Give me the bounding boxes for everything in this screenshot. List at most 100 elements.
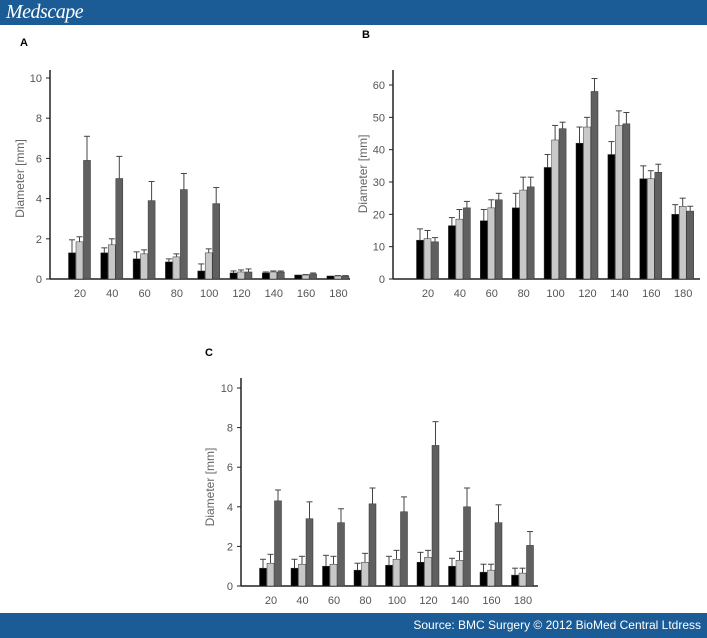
- bar: [575, 142, 584, 280]
- x-tick-label: 20: [265, 595, 277, 607]
- bar: [480, 220, 488, 280]
- y-axis-label: Diameter [mm]: [13, 139, 27, 218]
- bar: [487, 207, 496, 280]
- y-tick-label: 6: [227, 462, 233, 474]
- bar: [277, 271, 285, 280]
- bar: [108, 244, 116, 280]
- bar: [322, 565, 330, 587]
- bar: [526, 186, 535, 280]
- bar: [326, 275, 335, 280]
- bar: [639, 178, 648, 280]
- bar: [368, 503, 377, 587]
- chart-panel-a: A 0 2 4 6 8 10 Diameter [mm] 20 40 60 80 100 120 140 16…: [13, 37, 350, 300]
- bar: [329, 563, 338, 587]
- header-bar: Medscape: [0, 0, 707, 25]
- bar: [237, 271, 245, 280]
- x-tick-label: 120: [232, 288, 250, 300]
- bar: [495, 199, 503, 280]
- bar: [455, 560, 464, 587]
- bar: [463, 506, 471, 587]
- chart-panel-c: C 0 2 4 6 8 10 Diameter [mm] 20 40 60 80 100 120 140 16…: [203, 347, 538, 607]
- y-tick-label: 0: [227, 581, 233, 593]
- y-tick-label: 40: [373, 145, 385, 157]
- y-tick-label: 2: [36, 234, 42, 246]
- y-tick-label: 0: [379, 274, 385, 286]
- panel-label: B: [362, 29, 370, 41]
- x-tick-label: 60: [486, 288, 498, 300]
- bar: [165, 261, 173, 280]
- x-tick-label: 180: [674, 288, 692, 300]
- bar: [543, 167, 552, 280]
- y-tick-label: 50: [373, 112, 385, 124]
- bar: [487, 569, 495, 587]
- x-tick-label: 140: [451, 595, 469, 607]
- bar: [259, 567, 267, 587]
- bar: [551, 139, 559, 280]
- x-tick-label: 100: [546, 288, 564, 300]
- bar: [416, 561, 425, 587]
- y-tick-label: 60: [373, 80, 385, 92]
- bar: [140, 253, 148, 280]
- bar: [68, 252, 76, 280]
- bar: [455, 218, 464, 280]
- bar: [607, 154, 616, 280]
- x-tick-label: 180: [514, 595, 532, 607]
- bar: [353, 569, 362, 587]
- bar: [229, 272, 238, 280]
- bar: [526, 545, 534, 587]
- y-tick-label: 4: [227, 502, 233, 514]
- bar: [337, 522, 345, 587]
- bar: [180, 189, 188, 280]
- bar: [583, 126, 591, 280]
- x-tick-label: 80: [359, 595, 371, 607]
- bar: [558, 128, 567, 280]
- bar: [431, 445, 440, 587]
- medscape-logo[interactable]: Medscape: [6, 1, 84, 23]
- y-tick-label: 30: [373, 177, 385, 189]
- x-tick-label: 20: [422, 288, 434, 300]
- y-tick-label: 10: [373, 242, 385, 254]
- bar: [416, 239, 424, 280]
- x-tick-label: 40: [296, 595, 308, 607]
- bar: [262, 272, 270, 280]
- y-tick-label: 8: [36, 113, 42, 125]
- y-axis-label: Diameter [mm]: [203, 448, 217, 527]
- x-tick-label: 100: [388, 595, 406, 607]
- x-tick-label: 140: [610, 288, 628, 300]
- bar: [448, 565, 456, 587]
- bar: [424, 557, 432, 587]
- bar: [518, 572, 527, 587]
- bar: [647, 178, 655, 280]
- bar: [132, 258, 141, 280]
- x-tick-label: 160: [297, 288, 315, 300]
- bar: [590, 91, 599, 280]
- y-tick-label: 2: [227, 541, 233, 553]
- bar: [671, 214, 679, 280]
- bar: [115, 178, 124, 280]
- x-tick-label: 60: [138, 288, 150, 300]
- bar: [622, 123, 631, 280]
- y-tick-label: 10: [221, 383, 233, 395]
- panel-label: C: [205, 347, 213, 359]
- bar: [686, 210, 694, 280]
- bar: [274, 500, 282, 587]
- x-tick-label: 80: [171, 288, 183, 300]
- bar: [75, 241, 84, 280]
- y-tick-label: 10: [30, 73, 42, 85]
- bar: [305, 518, 314, 587]
- bar: [290, 567, 299, 587]
- x-tick-label: 40: [454, 288, 466, 300]
- bar: [678, 206, 687, 280]
- bar: [361, 561, 369, 587]
- bar: [294, 274, 302, 280]
- bar: [519, 189, 527, 280]
- bar: [298, 563, 306, 587]
- bar: [83, 160, 91, 280]
- bar: [423, 238, 432, 280]
- x-tick-label: 120: [419, 595, 437, 607]
- source-credit: Source: BMC Surgery © 2012 BioMed Centra…: [413, 618, 701, 632]
- x-tick-label: 180: [329, 288, 347, 300]
- x-tick-label: 100: [200, 288, 218, 300]
- x-tick-label: 60: [328, 595, 340, 607]
